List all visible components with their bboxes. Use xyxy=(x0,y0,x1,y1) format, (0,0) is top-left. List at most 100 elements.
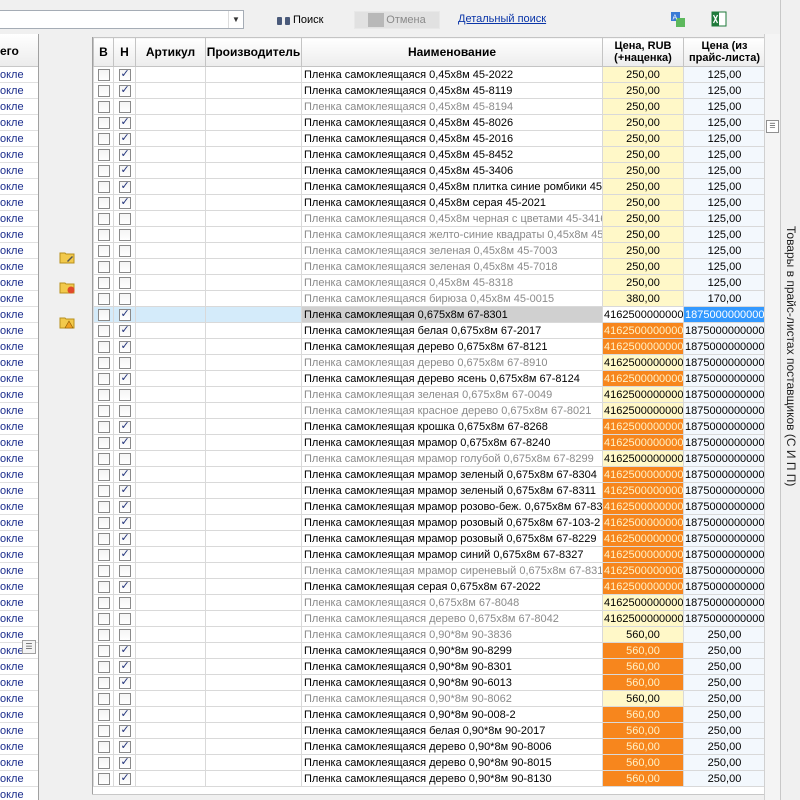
v-cell[interactable] xyxy=(93,194,114,211)
table-row[interactable]: Пленка самоклеящаяся 0,45х8м 45-8452250,… xyxy=(93,146,764,163)
left-list-item[interactable]: окле xyxy=(0,707,38,723)
v-checkbox[interactable] xyxy=(97,484,110,497)
n-cell[interactable] xyxy=(113,306,136,323)
v-cell[interactable] xyxy=(93,610,114,627)
n-checkbox[interactable] xyxy=(118,84,131,97)
v-cell[interactable] xyxy=(93,674,114,691)
table-row[interactable]: Пленка самоклеящаяся зеленая 0,45х8м 45-… xyxy=(93,242,764,259)
n-checkbox[interactable] xyxy=(118,132,131,145)
left-list-item[interactable]: окле xyxy=(0,163,38,179)
n-checkbox[interactable] xyxy=(118,660,131,673)
table-row[interactable]: Пленка самоклеящаяся дерево 0,675х8м 67-… xyxy=(93,610,764,627)
v-cell[interactable] xyxy=(93,290,114,307)
n-checkbox[interactable] xyxy=(118,564,131,577)
table-row[interactable]: Пленка самоклеящая дерево 0,675х8м 67-81… xyxy=(93,338,764,355)
n-cell[interactable] xyxy=(113,706,136,723)
n-checkbox[interactable] xyxy=(118,116,131,129)
n-checkbox[interactable] xyxy=(118,484,131,497)
left-list-item[interactable]: окле xyxy=(0,387,38,403)
detail-search-link[interactable]: Детальный поиск xyxy=(458,13,547,25)
v-cell[interactable] xyxy=(93,562,114,579)
n-checkbox[interactable] xyxy=(118,420,131,433)
v-cell[interactable] xyxy=(93,66,114,83)
n-cell[interactable] xyxy=(113,546,136,563)
v-cell[interactable] xyxy=(93,690,114,707)
v-checkbox[interactable] xyxy=(97,500,110,513)
left-list-item[interactable]: окле xyxy=(0,627,38,643)
n-cell[interactable] xyxy=(113,498,136,515)
v-checkbox[interactable] xyxy=(97,660,110,673)
excel-export-icon[interactable] xyxy=(711,11,727,27)
left-list-item[interactable]: окле xyxy=(0,83,38,99)
v-cell[interactable] xyxy=(93,530,114,547)
v-checkbox[interactable] xyxy=(97,164,110,177)
v-checkbox[interactable] xyxy=(97,756,110,769)
v-checkbox[interactable] xyxy=(97,708,110,721)
folder-warning-icon[interactable] xyxy=(59,315,75,329)
left-list-item[interactable]: окле xyxy=(0,115,38,131)
left-list-item[interactable]: окле xyxy=(0,179,38,195)
n-cell[interactable] xyxy=(113,274,136,291)
v-cell[interactable] xyxy=(93,594,114,611)
table-row[interactable]: Пленка самоклеящаяся дерево 0,90*8м 90-8… xyxy=(93,738,764,755)
vertical-scrollbar[interactable]: ☰ xyxy=(764,34,780,800)
n-cell[interactable] xyxy=(113,194,136,211)
n-cell[interactable] xyxy=(113,674,136,691)
table-row[interactable]: Пленка самоклеящаяся 0,45х8м 45-2022250,… xyxy=(93,66,764,83)
v-checkbox[interactable] xyxy=(97,452,110,465)
v-cell[interactable] xyxy=(93,370,114,387)
v-cell[interactable] xyxy=(93,114,114,131)
v-checkbox[interactable] xyxy=(97,468,110,481)
v-checkbox[interactable] xyxy=(97,404,110,417)
v-checkbox[interactable] xyxy=(97,612,110,625)
table-row[interactable]: Пленка самоклеящая мрамор розово-беж. 0,… xyxy=(93,498,764,515)
v-cell[interactable] xyxy=(93,770,114,787)
v-checkbox[interactable] xyxy=(97,548,110,561)
n-cell[interactable] xyxy=(113,82,136,99)
v-cell[interactable] xyxy=(93,738,114,755)
table-row[interactable]: Пленка самоклеящаяся 0,90*8м 90-3836 560,… xyxy=(93,626,764,643)
v-cell[interactable] xyxy=(93,386,114,403)
left-list-item[interactable]: окле xyxy=(0,467,38,483)
n-checkbox[interactable] xyxy=(118,612,131,625)
v-cell[interactable] xyxy=(93,706,114,723)
horizontal-scrollbar[interactable] xyxy=(92,794,764,800)
table-row[interactable]: Пленка самоклеящая мрамор розовый 0,675х… xyxy=(93,514,764,531)
n-cell[interactable] xyxy=(113,626,136,643)
n-cell[interactable] xyxy=(113,722,136,739)
left-list-item[interactable]: окле xyxy=(0,99,38,115)
n-checkbox[interactable] xyxy=(118,676,131,689)
n-checkbox[interactable] xyxy=(118,548,131,561)
v-cell[interactable] xyxy=(93,178,114,195)
v-checkbox[interactable] xyxy=(97,724,110,737)
n-cell[interactable] xyxy=(113,66,136,83)
left-list-item[interactable]: окле xyxy=(0,323,38,339)
left-list-item[interactable]: окле xyxy=(0,787,38,800)
column-header-name[interactable]: Наименование xyxy=(301,37,603,67)
n-checkbox[interactable] xyxy=(118,292,131,305)
n-checkbox[interactable] xyxy=(118,388,131,401)
n-cell[interactable] xyxy=(113,610,136,627)
left-list-item[interactable]: окле xyxy=(0,147,38,163)
v-checkbox[interactable] xyxy=(97,596,110,609)
v-cell[interactable] xyxy=(93,754,114,771)
v-checkbox[interactable] xyxy=(97,308,110,321)
n-cell[interactable] xyxy=(113,322,136,339)
n-cell[interactable] xyxy=(113,562,136,579)
v-cell[interactable] xyxy=(93,626,114,643)
table-row[interactable]: Пленка самоклеящаяся 0,90*8м 90-8301560,… xyxy=(93,658,764,675)
left-list-item[interactable]: окле xyxy=(0,563,38,579)
left-list-item[interactable]: окле xyxy=(0,195,38,211)
n-cell[interactable] xyxy=(113,450,136,467)
v-checkbox[interactable] xyxy=(97,244,110,257)
n-cell[interactable] xyxy=(113,434,136,451)
v-cell[interactable] xyxy=(93,642,114,659)
v-checkbox[interactable] xyxy=(97,116,110,129)
column-header-price-list[interactable]: Цена (из прайс-листа) xyxy=(683,37,764,67)
table-row[interactable]: Пленка самоклеящаяся 0,45х8м 45-3406250,… xyxy=(93,162,764,179)
n-checkbox[interactable] xyxy=(118,756,131,769)
v-cell[interactable] xyxy=(93,274,114,291)
v-checkbox[interactable] xyxy=(97,388,110,401)
v-checkbox[interactable] xyxy=(97,356,110,369)
n-checkbox[interactable] xyxy=(118,148,131,161)
